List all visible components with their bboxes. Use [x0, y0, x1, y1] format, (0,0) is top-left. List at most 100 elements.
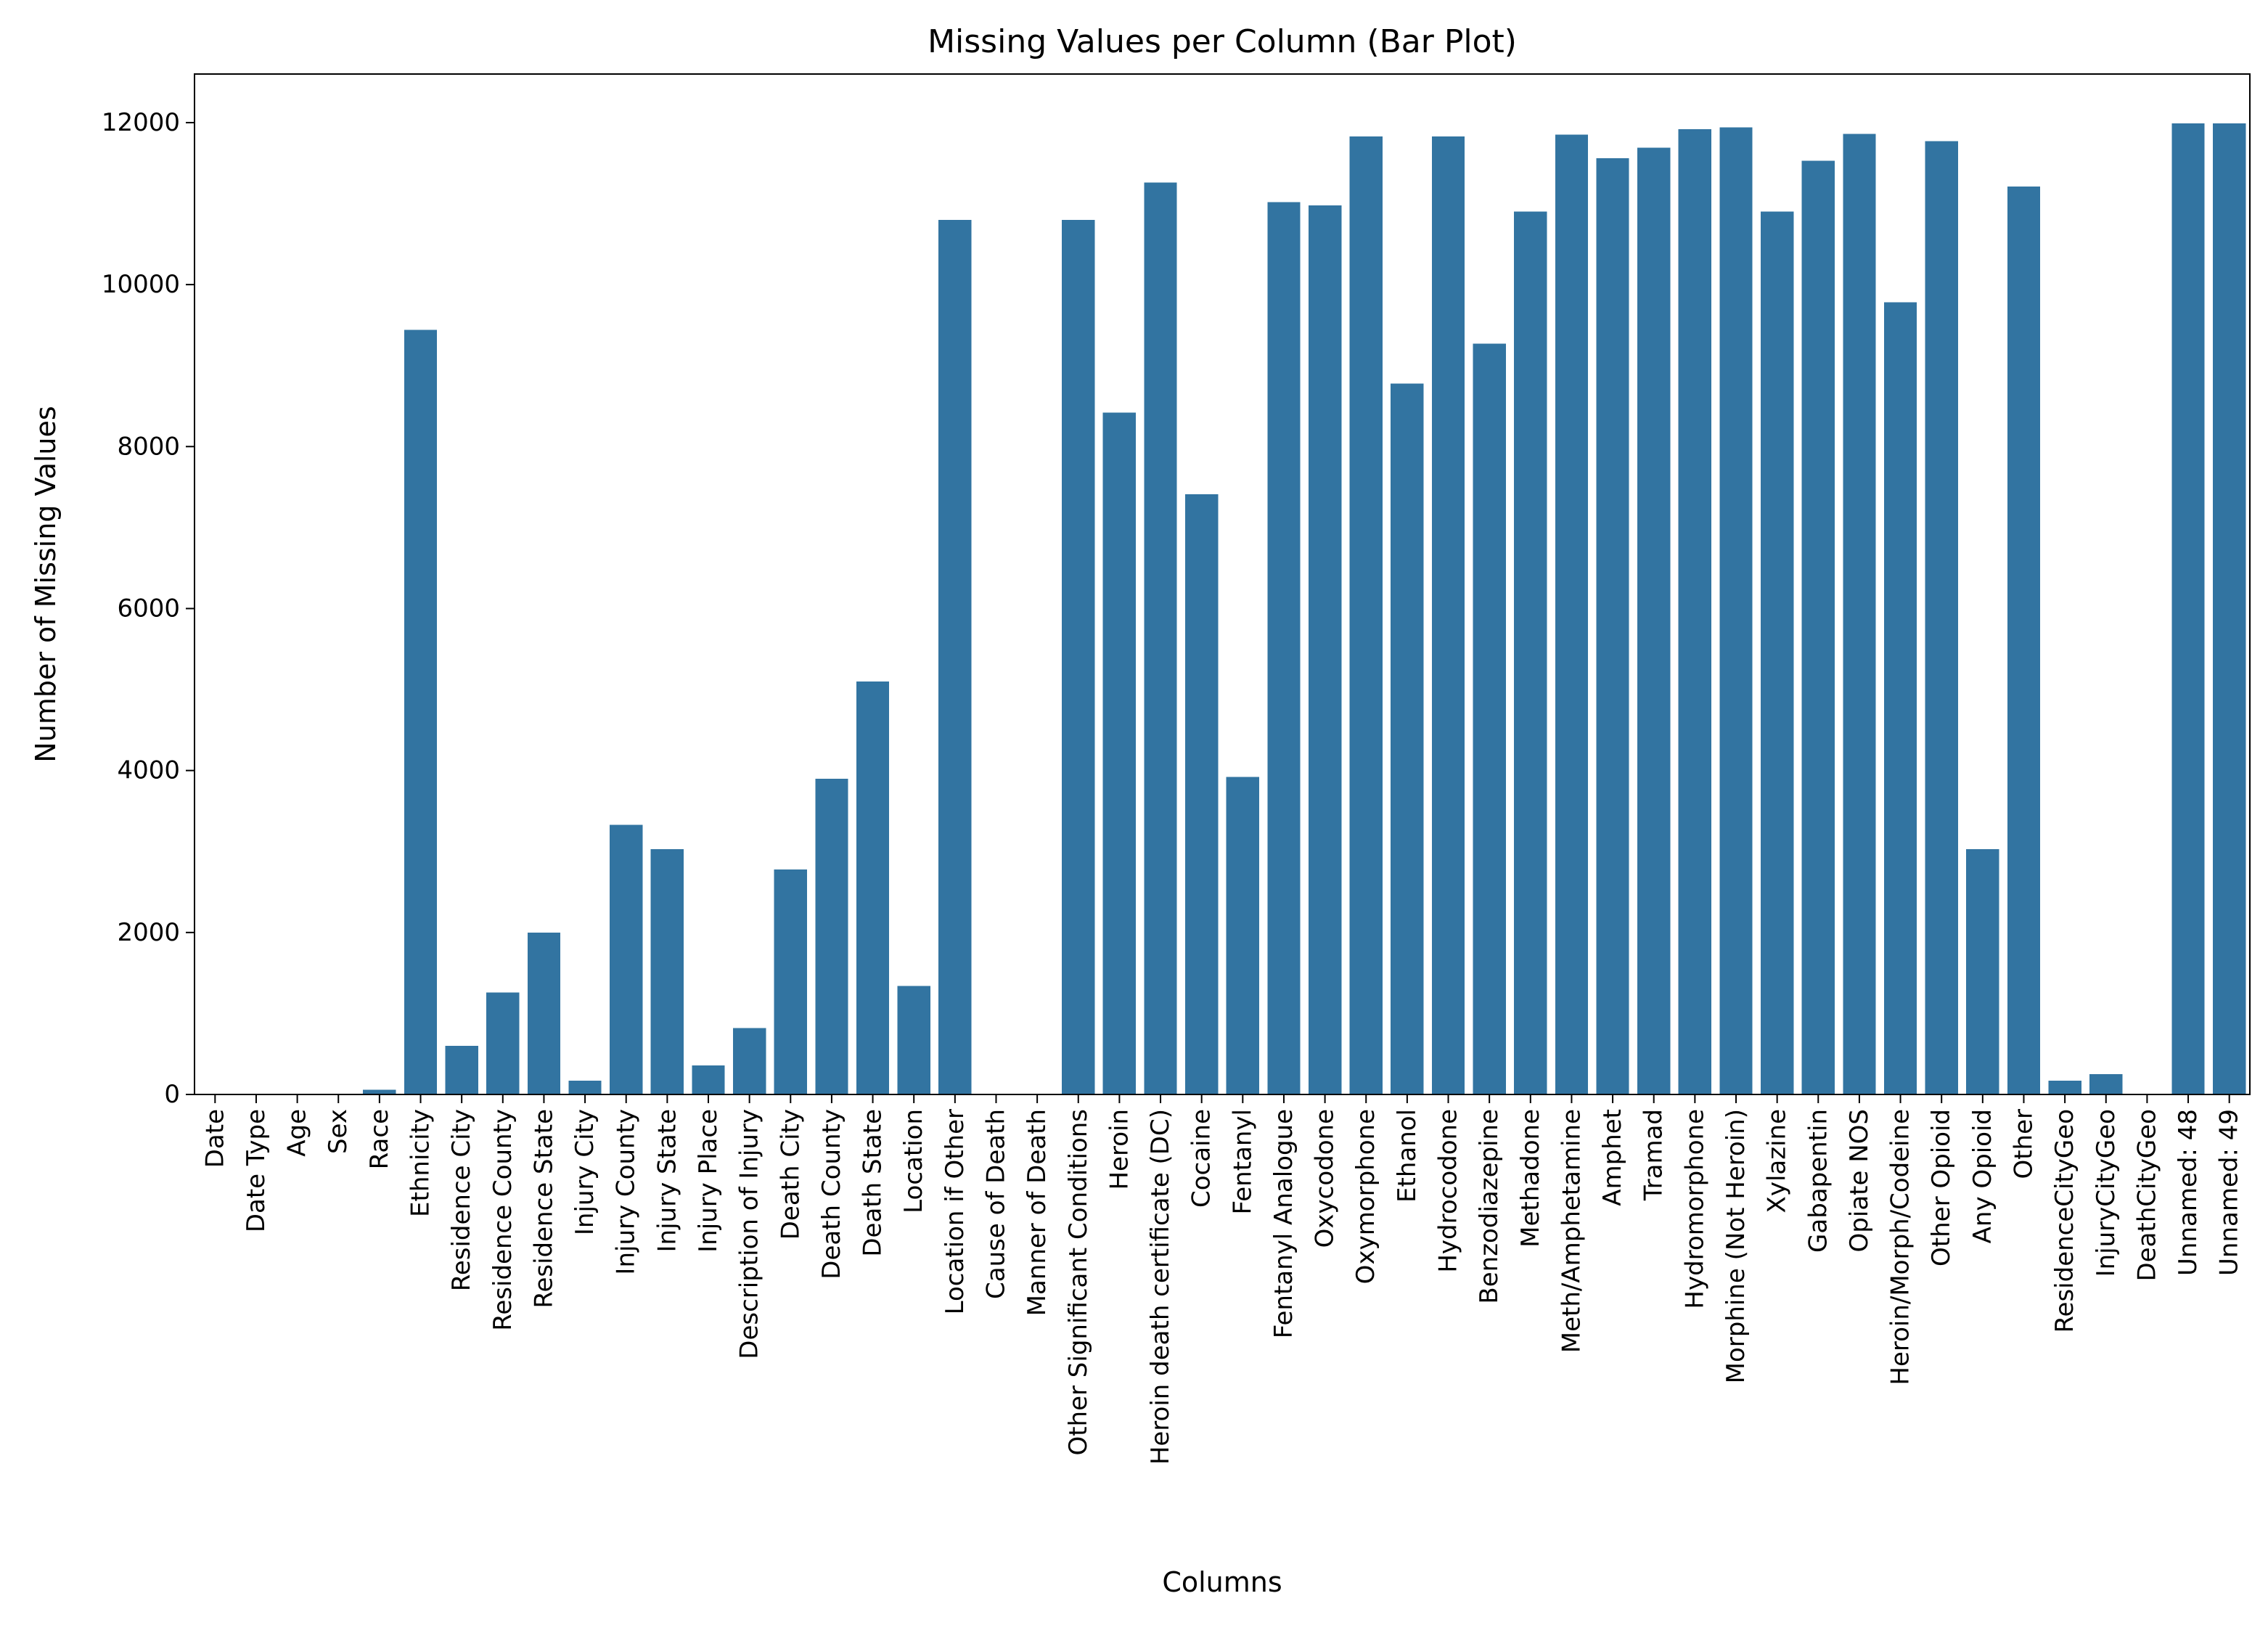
x-tick-label-2: Age	[283, 1109, 312, 1157]
x-tick-label-38: Xylazine	[1763, 1109, 1792, 1213]
x-tick-label-32: Methadone	[1516, 1109, 1545, 1248]
bar-22	[1102, 412, 1137, 1094]
y-axis: 0 2000 4000 6000 8000 10000 12000	[102, 108, 195, 1109]
x-tick-label-17: Location	[899, 1109, 928, 1213]
x-tick-label-28: Oxymorphone	[1351, 1109, 1380, 1284]
x-tick-label-33: Meth/Amphetamine	[1557, 1109, 1586, 1353]
bar-15	[815, 778, 848, 1094]
x-tick-label-14: Death City	[776, 1109, 805, 1240]
bar-13	[732, 1028, 766, 1094]
bar-18	[938, 219, 972, 1094]
bar-42	[1925, 141, 1958, 1094]
x-tick-label-10: Injury County	[612, 1109, 641, 1275]
bar-27	[1308, 205, 1342, 1094]
x-tick-label-34: Amphet	[1598, 1109, 1627, 1206]
bar-40	[1843, 134, 1876, 1094]
y-tick-label-2: 4000	[117, 756, 180, 785]
x-tick-label-16: Death State	[859, 1109, 888, 1257]
bar-45	[2048, 1081, 2081, 1094]
bar-7	[486, 992, 520, 1094]
x-tick-label-47: DeathCityGeo	[2132, 1109, 2161, 1282]
bar-10	[610, 824, 643, 1094]
x-tick-label-22: Heroin	[1105, 1109, 1134, 1190]
x-tick-label-19: Cause of Death	[981, 1109, 1010, 1299]
x-tick-label-44: Other	[2009, 1109, 2038, 1179]
bar-29	[1391, 383, 1424, 1094]
x-tick-label-48: Unnamed: 48	[2174, 1109, 2203, 1276]
bar-5	[404, 329, 438, 1094]
x-tick-label-5: Ethnicity	[406, 1109, 435, 1217]
x-tick-label-1: Date Type	[242, 1109, 271, 1232]
x-tick-label-23: Heroin death certificate (DC)	[1146, 1109, 1175, 1465]
bar-25	[1226, 777, 1259, 1094]
x-tick-label-35: Tramad	[1639, 1109, 1669, 1201]
x-tick-label-6: Residence City	[447, 1109, 476, 1291]
bar-12	[692, 1065, 725, 1094]
x-tick-label-39: Gabapentin	[1804, 1109, 1833, 1253]
y-axis-label: Number of Missing Values	[30, 406, 62, 762]
bar-37	[1719, 127, 1753, 1094]
x-tick-label-27: Oxycodone	[1311, 1109, 1340, 1248]
y-tick-label-3: 6000	[117, 594, 180, 623]
bar-41	[1883, 302, 1917, 1095]
bar-26	[1267, 202, 1301, 1094]
x-tick-label-46: InjuryCityGeo	[2092, 1109, 2121, 1277]
bar-6	[445, 1046, 478, 1094]
bars-group	[363, 123, 2246, 1095]
x-tick-label-49: Unnamed: 49	[2215, 1109, 2244, 1276]
bar-28	[1349, 136, 1383, 1094]
bar-33	[1555, 134, 1589, 1095]
x-tick-label-41: Heroin/Morph/Codeine	[1886, 1109, 1915, 1385]
x-tick-label-37: Morphine (Not Heroin)	[1722, 1109, 1751, 1383]
bar-24	[1185, 494, 1219, 1094]
bar-43	[1966, 848, 1999, 1094]
y-tick-label-0: 0	[164, 1080, 180, 1109]
bar-9	[568, 1081, 602, 1094]
x-tick-label-26: Fentanyl Analogue	[1269, 1109, 1298, 1338]
bar-32	[1514, 211, 1547, 1095]
x-tick-label-20: Manner of Death	[1023, 1109, 1052, 1316]
bar-46	[2089, 1074, 2123, 1094]
x-tick-label-30: Hydrocodone	[1434, 1109, 1463, 1273]
x-tick-label-24: Cocaine	[1187, 1109, 1216, 1208]
bar-31	[1473, 343, 1506, 1095]
x-tick-label-7: Residence County	[488, 1109, 517, 1331]
bar-23	[1144, 182, 1177, 1094]
x-tick-label-36: Hydromorphone	[1680, 1109, 1709, 1309]
x-tick-label-13: Description of Injury	[735, 1109, 764, 1359]
x-tick-label-21: Other Significant Conditions	[1064, 1109, 1093, 1456]
x-tick-label-45: ResidenceCityGeo	[2050, 1109, 2079, 1333]
x-tick-label-40: Opiate NOS	[1845, 1109, 1874, 1252]
plot-frame	[194, 73, 2251, 1095]
y-tick-label-4: 8000	[117, 432, 180, 461]
bar-35	[1637, 147, 1671, 1094]
bar-8	[527, 932, 561, 1094]
x-tick-label-4: Race	[365, 1109, 394, 1169]
bar-30	[1431, 136, 1465, 1094]
x-tick-label-8: Residence State	[529, 1109, 558, 1309]
x-tick-label-0: Date	[200, 1109, 229, 1168]
x-tick-label-31: Benzodiazepine	[1475, 1109, 1504, 1304]
x-tick-label-25: Fentanyl	[1228, 1109, 1257, 1214]
bar-14	[774, 869, 807, 1094]
bar-36	[1678, 128, 1712, 1094]
bar-21	[1062, 219, 1095, 1094]
bar-16	[856, 681, 890, 1094]
bar-38	[1760, 211, 1794, 1095]
bar-17	[897, 986, 930, 1094]
bar-39	[1801, 160, 1835, 1094]
x-tick-label-12: Injury Place	[694, 1109, 723, 1253]
bar-34	[1596, 158, 1629, 1094]
x-tick-label-42: Other Opioid	[1927, 1109, 1956, 1266]
bar-11	[650, 848, 684, 1094]
chart-title: Missing Values per Column (Bar Plot)	[928, 23, 1517, 60]
bar-44	[2007, 187, 2041, 1094]
bar-49	[2213, 123, 2246, 1094]
x-axis-label: Columns	[1162, 1566, 1282, 1598]
x-tick-label-15: Death County	[817, 1109, 846, 1280]
x-axis: Date Date Type Age Sex Race Ethnicity Residenc…	[200, 1094, 2244, 1465]
bar-48	[2171, 123, 2205, 1094]
x-tick-label-11: Injury State	[652, 1109, 681, 1252]
y-tick-label-1: 2000	[117, 918, 180, 947]
